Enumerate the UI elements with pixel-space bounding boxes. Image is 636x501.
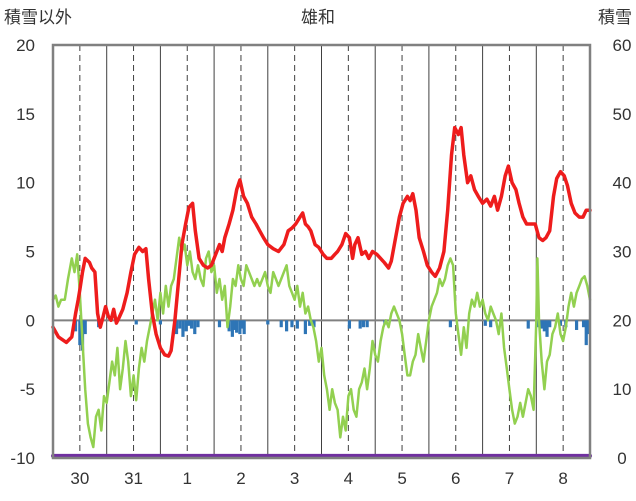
bar [365, 320, 369, 328]
bar [581, 320, 586, 328]
bar [279, 320, 283, 328]
bar [548, 320, 552, 328]
bar [542, 320, 546, 332]
bar [230, 320, 234, 337]
x-tick-label: 3 [290, 469, 299, 488]
chart-title: 雄和 [301, 8, 335, 27]
bar [361, 320, 365, 328]
left-axis-label: 積雪以外 [4, 8, 72, 27]
bar [196, 320, 200, 328]
bar [174, 320, 179, 335]
bar [312, 320, 316, 328]
right-tick-label: 50 [613, 105, 632, 124]
bar [540, 320, 544, 329]
bar [217, 320, 222, 328]
left-tick-label: 20 [16, 36, 35, 55]
x-tick-label: 6 [451, 469, 460, 488]
x-tick-label: 30 [70, 469, 89, 488]
series-line [51, 236, 592, 449]
bar [489, 320, 493, 328]
bar [184, 320, 188, 332]
bar [227, 320, 231, 332]
right-tick-label: 40 [613, 174, 632, 193]
plot-frame [51, 43, 592, 460]
bar [240, 320, 244, 329]
left-tick-label: -10 [10, 449, 35, 468]
bar [78, 320, 82, 346]
bar [284, 320, 289, 332]
right-tick-label: 60 [613, 36, 632, 55]
left-tick-label: 0 [26, 311, 35, 330]
right-tick-label: 0 [617, 449, 626, 468]
x-tick-label: 2 [236, 469, 245, 488]
bar [235, 320, 239, 333]
bar [134, 320, 138, 325]
bar [266, 320, 270, 325]
x-tick-label: 31 [124, 469, 143, 488]
bar [83, 320, 87, 335]
bar [290, 320, 294, 328]
bar [189, 320, 194, 329]
bar [483, 320, 487, 326]
bar [158, 320, 162, 325]
bar [242, 320, 246, 335]
left-tick-label: 10 [16, 174, 35, 193]
x-tick-label: 1 [183, 469, 192, 488]
bar [187, 320, 191, 326]
bar [586, 320, 590, 335]
left-tick-label: 5 [26, 243, 35, 262]
bar [358, 320, 362, 329]
bar [73, 320, 78, 332]
bar [178, 320, 182, 329]
bar [574, 320, 579, 330]
left-tick-label: 15 [16, 105, 35, 124]
x-tick-label: 4 [344, 469, 353, 488]
bar [193, 320, 197, 335]
bar [295, 320, 299, 329]
right-tick-label: 30 [613, 243, 632, 262]
right-axis-label: 積雪 [598, 8, 632, 27]
right-tick-label: 20 [613, 311, 632, 330]
bar [308, 320, 312, 326]
bar [232, 320, 237, 330]
right-tick-label: 10 [613, 380, 632, 399]
bar [558, 320, 563, 326]
x-tick-label: 5 [397, 469, 406, 488]
x-tick-label: 7 [505, 469, 514, 488]
bar [545, 320, 549, 337]
left-tick-label: -5 [20, 380, 35, 399]
bar [303, 320, 307, 335]
bar [181, 320, 185, 337]
bar [584, 320, 588, 346]
series-line [51, 125, 592, 358]
bar [347, 320, 352, 329]
bar [448, 320, 452, 328]
bar [526, 320, 530, 329]
x-tick-label: 8 [558, 469, 567, 488]
line-series [51, 125, 592, 458]
bar [238, 320, 242, 335]
